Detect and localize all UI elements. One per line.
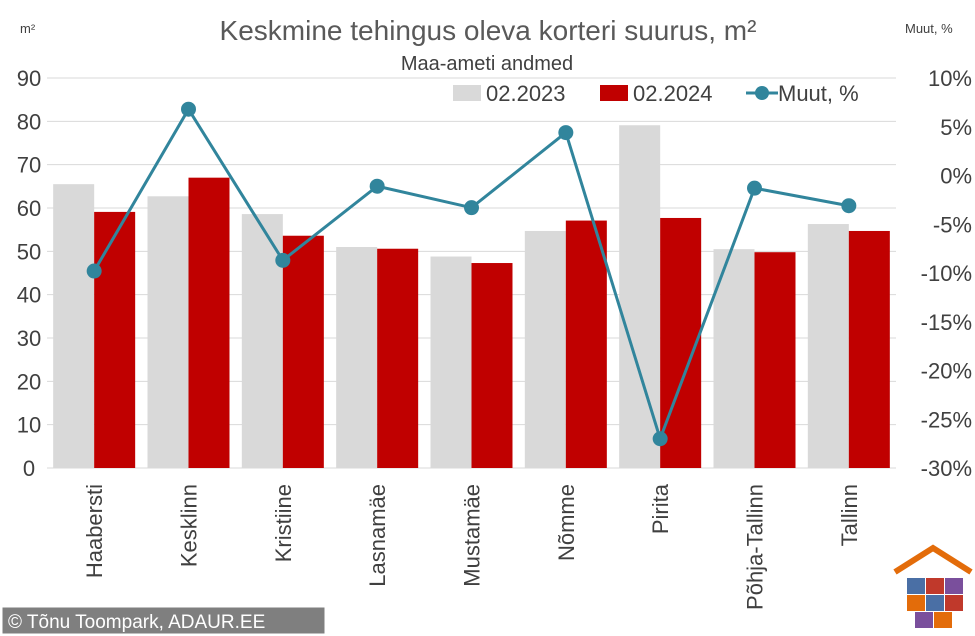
bar-02-2024-mustamäe [471, 263, 513, 468]
change-line-series [86, 101, 857, 447]
bar-02-2023-kesklinn [147, 196, 189, 469]
right-tick-label: 10% [928, 66, 972, 91]
bar-02-2023-lasnamäe [336, 247, 378, 468]
right-tick-label: -30% [921, 456, 972, 481]
bar-02-2024-pirita [660, 217, 702, 468]
bar-02-2023-kristiine [241, 214, 283, 468]
left-axis: 0 10 20 30 40 50 60 70 80 90 [17, 66, 41, 481]
right-tick-label: 5% [940, 115, 972, 140]
credit-background [1, 606, 326, 635]
category-axis: Haabersti Kesklinn Kristiine Lasnamäe Mustam… [82, 483, 862, 610]
bar-02-2023-nõmme [524, 230, 566, 468]
legend: 02.2023 02.2024 Muut, % [453, 81, 859, 106]
right-tick-label: -10% [921, 261, 972, 286]
bar-02-2023-mustamäe [430, 256, 472, 468]
change-point-põhja-tallinn [747, 180, 762, 196]
left-tick-label: 80 [17, 109, 41, 134]
left-tick-label: 90 [17, 66, 41, 91]
bar-02-2024-haabersti [94, 211, 136, 468]
category-label: Haabersti [82, 484, 107, 578]
left-tick-label: 10 [17, 413, 41, 438]
change-point-nõmme [558, 125, 574, 141]
right-tick-label: -5% [933, 212, 972, 237]
left-tick-label: 40 [17, 283, 41, 308]
category-label: Tallinn [837, 484, 862, 546]
left-tick-label: 30 [17, 326, 41, 351]
category-label: Kesklinn [177, 484, 202, 567]
change-point-haabersti [86, 263, 102, 279]
right-tick-label: -15% [921, 310, 972, 335]
left-tick-label: 50 [17, 239, 41, 264]
bar-02-2024-põhja-tallinn [754, 252, 796, 468]
change-point-mustamäe [464, 200, 479, 216]
left-tick-label: 20 [17, 369, 41, 394]
bar-02-2023-tallinn [807, 224, 849, 468]
category-label: Lasnamäe [365, 484, 390, 587]
left-tick-label: 70 [17, 153, 41, 178]
bar-02-2024-nõmme [565, 220, 607, 468]
bar-02-2024-lasnamäe [377, 248, 419, 468]
chart-subtitle: Maa-ameti andmed [401, 53, 573, 75]
legend-marker-change [755, 86, 769, 100]
change-point-lasnamäe [369, 178, 385, 194]
legend-label-change: Muut, % [778, 81, 859, 106]
left-tick-label: 0 [23, 456, 35, 481]
right-axis-unit: Muut, % [905, 21, 953, 36]
credit-banner: © Tõnu Toompark, ADAUR.EE [1, 606, 326, 635]
credit-text: © Tõnu Toompark, ADAUR.EE [8, 612, 265, 633]
change-point-kesklinn [181, 101, 196, 117]
category-label: Põhja-Tallinn [743, 484, 768, 610]
change-point-tallinn [841, 198, 857, 214]
left-axis-unit: m² [20, 21, 36, 36]
legend-label-2024: 02.2024 [633, 81, 713, 106]
bar-02-2023-pirita [619, 125, 661, 468]
legend-swatch-2023 [453, 85, 481, 101]
category-label: Nõmme [554, 484, 579, 561]
right-tick-label: 0% [940, 164, 972, 189]
legend-label-2023: 02.2023 [486, 81, 566, 106]
bars [53, 125, 890, 469]
category-label: Pirita [648, 483, 673, 534]
bar-02-2024-kristiine [282, 235, 324, 468]
right-axis: -30% -25% -20% -15% -10% -5% 0% 5% 10% [921, 66, 972, 481]
right-tick-label: -25% [921, 407, 972, 432]
category-label: Kristiine [271, 484, 296, 562]
change-point-kristiine [275, 252, 291, 268]
right-tick-label: -20% [921, 359, 972, 384]
left-tick-label: 60 [17, 196, 41, 221]
bar-02-2023-haabersti [53, 184, 95, 468]
legend-swatch-2024 [600, 85, 628, 101]
change-point-pirita [652, 431, 668, 447]
chart-title: Keskmine tehingus oleva korteri suurus, … [220, 15, 757, 46]
category-label: Mustamäe [460, 484, 485, 587]
bar-02-2024-kesklinn [188, 177, 230, 468]
bar-02-2024-tallinn [848, 230, 890, 468]
bar-02-2023-põhja-tallinn [713, 249, 755, 468]
house-puzzle-logo [893, 544, 973, 628]
